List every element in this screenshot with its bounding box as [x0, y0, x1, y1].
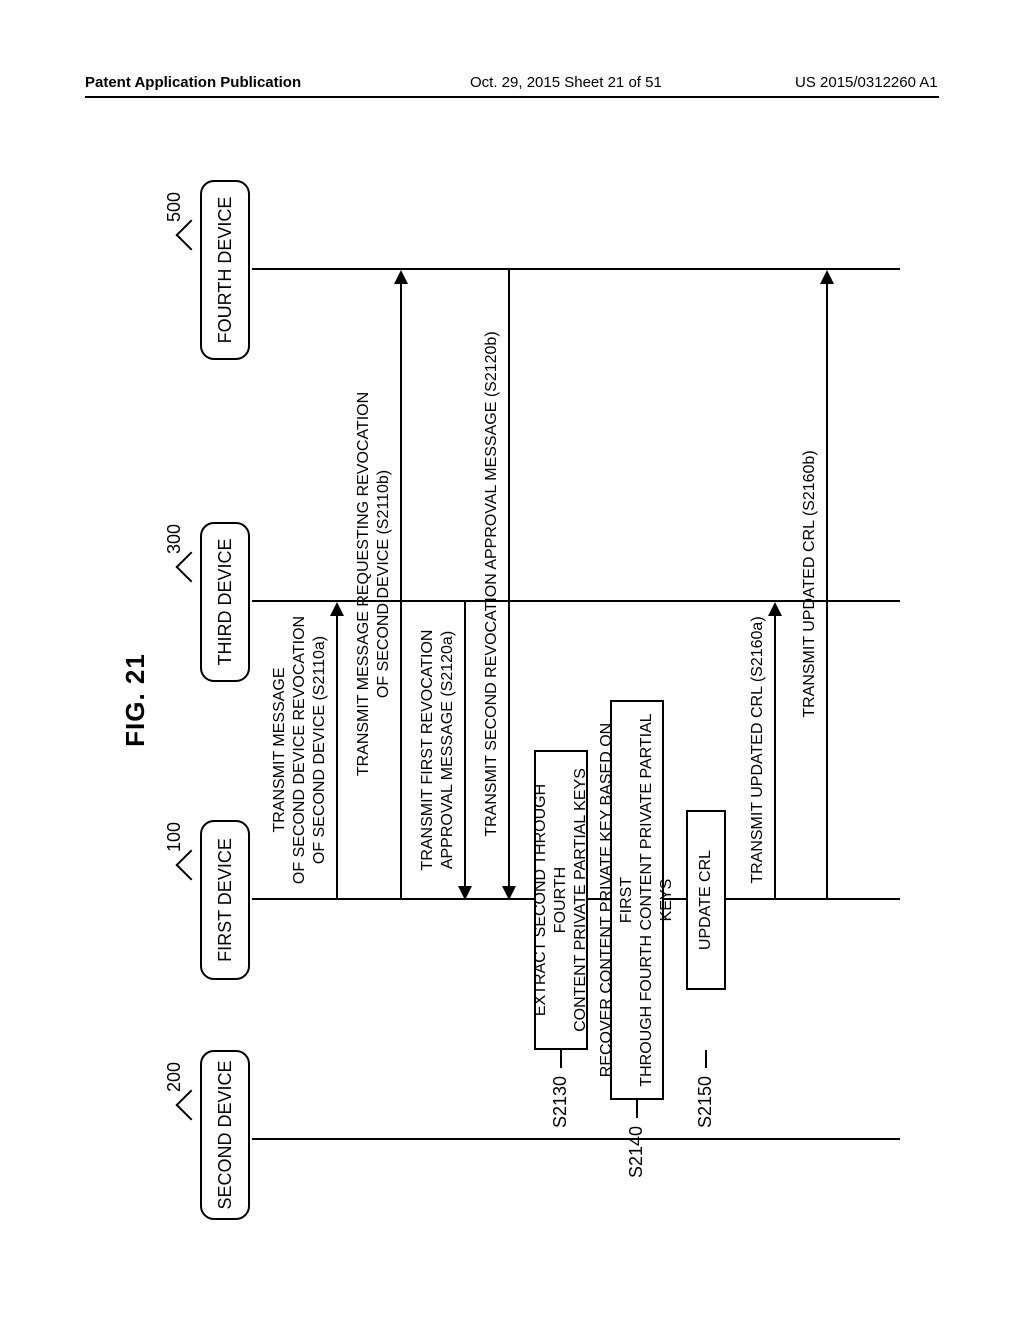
- arrowhead-s2110a: [330, 602, 344, 616]
- tick-s2130: [560, 1050, 562, 1068]
- figure-title: FIG. 21: [120, 160, 151, 1240]
- proc-s2130: EXTRACT SECOND THROUGH FOURTH CONTENT PR…: [534, 750, 588, 1050]
- proc-s2150: UPDATE CRL: [686, 810, 726, 990]
- arrow-s2110a: [336, 614, 338, 898]
- device-first: FIRST DEVICE: [200, 820, 250, 980]
- ref-s2130: S2130: [550, 1076, 571, 1128]
- msg-s2120b: TRANSMIT SECOND REVOCATION APPROVAL MESS…: [482, 270, 502, 898]
- arrow-s2160a: [774, 614, 776, 898]
- ref-first: 100: [164, 822, 185, 852]
- msg-s2160a: TRANSMIT UPDATED CRL (S2160a): [748, 602, 768, 898]
- device-third: THIRD DEVICE: [200, 522, 250, 682]
- device-fourth: FOURTH DEVICE: [200, 180, 250, 360]
- ref-second: 200: [164, 1062, 185, 1092]
- arrow-s2120b: [508, 270, 510, 886]
- arrowhead-s2160b: [820, 270, 834, 284]
- msg-s2160b: TRANSMIT UPDATED CRL (S2160b): [800, 270, 820, 898]
- ref-s2140: S2140: [626, 1126, 647, 1178]
- arrow-s2110b: [400, 282, 402, 898]
- header-rule: [85, 96, 939, 98]
- lifeline-second: [252, 1138, 900, 1140]
- header-mid: Oct. 29, 2015 Sheet 21 of 51: [470, 74, 662, 91]
- ref-fourth: 500: [164, 192, 185, 222]
- patent-page: Patent Application Publication Oct. 29, …: [0, 0, 1024, 1320]
- arrowhead-s2110b: [394, 270, 408, 284]
- figure-canvas: FIG. 21 SECOND DEVICE 200 FIRST DEVICE 1…: [120, 160, 904, 1240]
- ref-third: 300: [164, 524, 185, 554]
- header-right: US 2015/0312260 A1: [795, 74, 938, 91]
- arrow-s2160b: [826, 282, 828, 898]
- arrowhead-s2160a: [768, 602, 782, 616]
- msg-s2110b: TRANSMIT MESSAGE REQUESTING REVOCATION O…: [354, 270, 394, 898]
- tick-s2140: [636, 1100, 638, 1118]
- device-second: SECOND DEVICE: [200, 1050, 250, 1220]
- msg-s2120a: TRANSMIT FIRST REVOCATION APPROVAL MESSA…: [418, 602, 458, 898]
- arrow-s2120a: [464, 602, 466, 886]
- proc-s2140: RECOVER CONTENT PRIVATE KEY BASED ON FIR…: [610, 700, 664, 1100]
- ref-s2150: S2150: [695, 1076, 716, 1128]
- arrowhead-s2120b: [502, 886, 516, 900]
- figure-rotated-frame: FIG. 21 SECOND DEVICE 200 FIRST DEVICE 1…: [0, 308, 1024, 1092]
- msg-s2110a: TRANSMIT MESSAGE OF SECOND DEVICE REVOCA…: [270, 602, 330, 898]
- tick-s2150: [705, 1050, 707, 1068]
- arrowhead-s2120a: [458, 886, 472, 900]
- header-left: Patent Application Publication: [85, 74, 301, 91]
